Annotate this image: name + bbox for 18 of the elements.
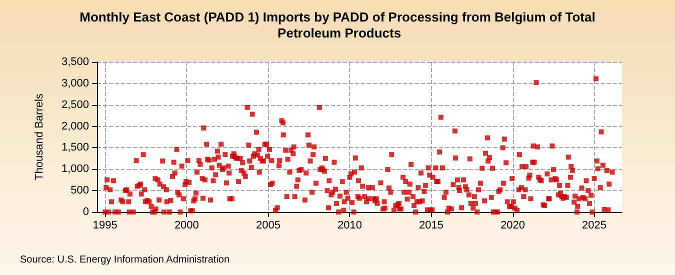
x-tick-label: 2020: [500, 220, 526, 232]
x-tick-label: 1995: [92, 220, 118, 232]
x-tick-label: 2000: [174, 220, 199, 232]
y-tick-label: 2,000: [61, 120, 89, 132]
y-tick-label: 0: [82, 206, 89, 218]
y-tick-label: 1,500: [61, 142, 89, 154]
y-tick-label: 3,500: [61, 56, 89, 68]
y-tick-label: 1,000: [61, 163, 89, 176]
x-tick-label: 2025: [582, 220, 607, 232]
y-axis-title: Thousand Barrels: [34, 93, 46, 180]
x-tick-label: 2015: [418, 220, 444, 232]
y-tick-label: 2,500: [61, 98, 89, 111]
x-tick-label: 2005: [256, 220, 280, 232]
x-tick-label: 2010: [337, 220, 362, 232]
y-tick-label: 500: [70, 184, 89, 197]
source-note: Source: U.S. Energy Information Administration: [20, 254, 230, 266]
y-tick-label: 3,000: [61, 77, 89, 90]
chart-title: Monthly East Coast (PADD 1) Imports by PADD of Processing from Belgium of Total Petroleum Products: [80, 10, 596, 40]
